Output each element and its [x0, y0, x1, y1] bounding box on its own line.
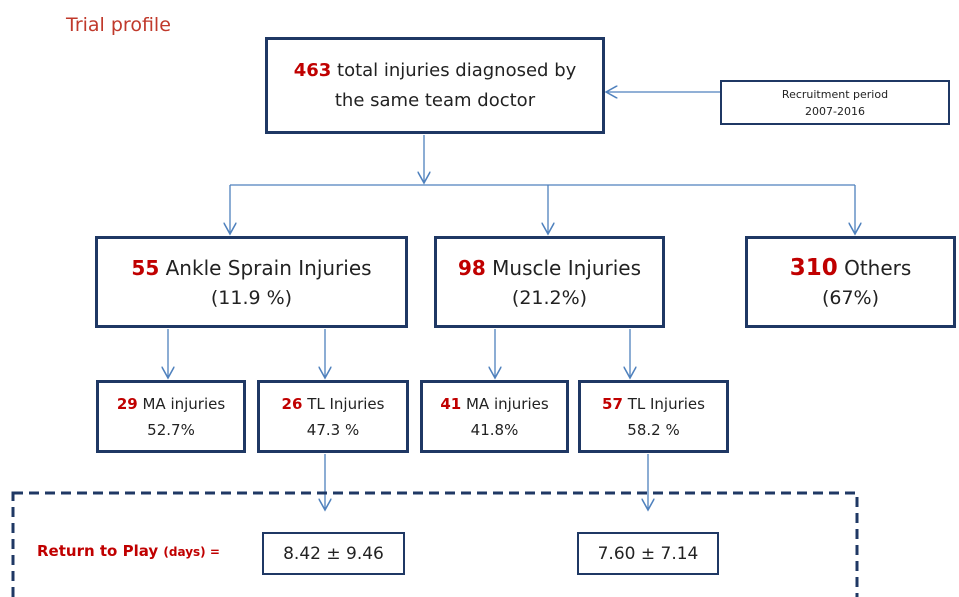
node: 55 Ankle Sprain Injuries (11.9 %)	[95, 236, 408, 328]
label: Muscle Injuries	[492, 255, 642, 280]
dashed-frame	[11, 491, 859, 597]
count: 41	[440, 394, 462, 413]
node-line: 29 MA injuries	[117, 391, 225, 418]
label: TL Injuries	[307, 394, 385, 413]
rtp-value: 7.60 ± 7.14	[577, 532, 719, 575]
label: MA injuries	[142, 394, 226, 413]
count: 98	[457, 255, 486, 280]
label: Ankle Sprain Injuries	[165, 255, 372, 280]
text: total injuries diagnosed by	[337, 59, 577, 81]
label: MA injuries	[465, 394, 549, 413]
top-line: 463 total injuries diagnosed by	[294, 56, 577, 86]
node-line: 310 Others	[790, 252, 912, 284]
text: Return to Play	[37, 542, 159, 560]
title: Trial profile	[66, 14, 171, 36]
text: Recruitment period	[781, 87, 889, 101]
node-line: 98 Muscle Injuries	[458, 252, 641, 284]
count: 55	[131, 255, 160, 280]
text: 2007-2016	[805, 104, 865, 118]
count: 310	[789, 254, 838, 281]
node-line: 41 MA injuries	[440, 391, 548, 418]
rtp-label: Return to Play (days) =	[37, 542, 220, 560]
node: 26 TL Injuries 47.3 %	[257, 380, 409, 453]
percent: (11.9 %)	[210, 286, 293, 309]
node-line: 26 TL Injuries	[282, 391, 385, 418]
percent: 52.7%	[147, 420, 195, 439]
percent: 47.3 %	[306, 420, 360, 439]
node: 57 TL Injuries 58.2 %	[578, 380, 729, 453]
count: 463	[293, 59, 332, 81]
node: 41 MA injuries 41.8%	[420, 380, 569, 453]
node: 310 Others (67%)	[745, 236, 956, 328]
percent: 58.2 %	[627, 420, 680, 439]
count: 29	[116, 394, 138, 413]
text: the same team doctor	[334, 89, 536, 111]
count: 57	[602, 394, 623, 413]
unit: (days) =	[163, 545, 220, 559]
rtp-value: 8.42 ± 9.46	[262, 532, 405, 575]
percent: 41.8%	[470, 420, 519, 439]
node-line: 55 Ankle Sprain Injuries	[131, 252, 371, 284]
percent: (67%)	[821, 286, 880, 309]
label: Others	[844, 255, 912, 280]
label: TL Injuries	[627, 394, 705, 413]
node: 29 MA injuries 52.7%	[96, 380, 246, 453]
node-line: 57 TL Injuries	[602, 391, 705, 418]
node: 98 Muscle Injuries (21.2%)	[434, 236, 665, 328]
count: 26	[281, 394, 303, 413]
percent: (21.2%)	[511, 286, 588, 309]
recruitment-node: Recruitment period 2007-2016	[720, 80, 950, 125]
top-node: 463 total injuries diagnosed by the same…	[265, 37, 605, 134]
